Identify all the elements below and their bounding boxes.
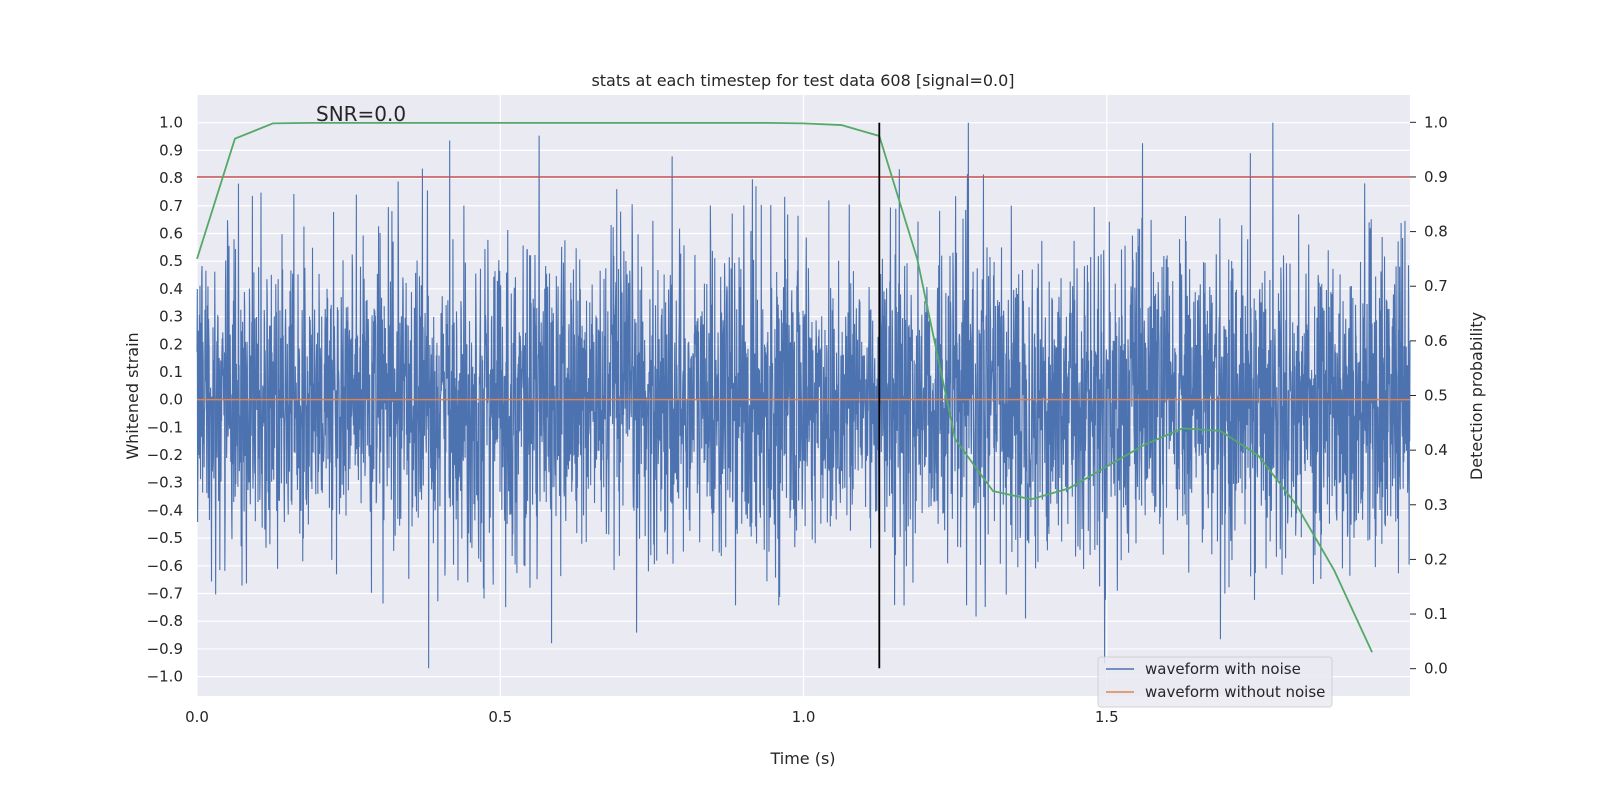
y2-tick-label: 0.4: [1424, 441, 1448, 459]
y-tick-label: −0.4: [147, 501, 183, 519]
noise-waveform-line: [196, 122, 1411, 669]
y2-tick-label: 0.6: [1424, 332, 1448, 350]
x-tick-label: 0.5: [488, 708, 512, 726]
x-tick-label: 0.0: [185, 708, 209, 726]
x-axis-ticks: 0.0 0.5 1.0 1.5: [185, 708, 1119, 726]
x-tick-label: 1.0: [792, 708, 816, 726]
y-tick-label: −0.9: [147, 640, 183, 658]
y2-tick-label: 0.3: [1424, 496, 1448, 514]
y2-tick-label: 0.0: [1424, 660, 1448, 678]
y-tick-label: 0.9: [159, 141, 183, 159]
x-axis-label: Time (s): [769, 749, 835, 768]
y2-tick-label: 0.1: [1424, 605, 1448, 623]
series-waveform-with-noise: [196, 122, 1411, 669]
y2-tick-label: 0.9: [1424, 168, 1448, 186]
legend-entry-clean: waveform without noise: [1145, 683, 1325, 701]
probability-line: [196, 121, 1373, 653]
y2-axis-ticks: 1.0 0.9 0.8 0.7 0.6 0.5 0.4 0.3 0.2 0.1 0.0: [1410, 113, 1448, 678]
chart-title: stats at each timestep for test data 608…: [591, 71, 1014, 90]
y-tick-label: −0.1: [147, 418, 183, 436]
x-tick-label: 1.5: [1095, 708, 1119, 726]
y-tick-label: 0.1: [159, 363, 183, 381]
y-tick-label: −0.7: [147, 585, 183, 603]
y-tick-label: 0.8: [159, 169, 183, 187]
y2-tick-label: 0.7: [1424, 277, 1448, 295]
y-tick-label: 0.4: [159, 280, 183, 298]
y-tick-label: −0.2: [147, 446, 183, 464]
y-tick-label: 0.3: [159, 308, 183, 326]
y-axis-label: Whitened strain: [123, 332, 142, 459]
y-tick-label: −1.0: [147, 668, 183, 686]
y-tick-label: 0.0: [159, 391, 183, 409]
legend-entry-noise: waveform with noise: [1145, 660, 1301, 678]
y-tick-label: −0.8: [147, 612, 183, 630]
y-tick-label: 0.7: [159, 197, 183, 215]
y2-tick-label: 0.8: [1424, 223, 1448, 241]
y-tick-label: −0.6: [147, 557, 183, 575]
legend-box: [1097, 656, 1333, 708]
snr-annotation: SNR=0.0: [316, 102, 406, 126]
y-tick-label: −0.5: [147, 529, 183, 547]
y2-axis-label: Detection probability: [1467, 312, 1486, 480]
y2-tick-label: 0.5: [1424, 387, 1448, 405]
y-tick-label: 0.6: [159, 224, 183, 242]
y-tick-label: 1.0: [159, 114, 183, 132]
y2-tick-label: 0.2: [1424, 550, 1448, 568]
y-tick-label: 0.2: [159, 335, 183, 353]
y-tick-label: −0.3: [147, 474, 183, 492]
y-tick-label: 0.5: [159, 252, 183, 270]
series-detection-probability: [196, 121, 1373, 653]
y2-tick-label: 1.0: [1424, 113, 1448, 131]
legend: waveform with noise waveform without noi…: [1097, 656, 1333, 708]
y-axis-ticks: 1.0 0.9 0.8 0.7 0.6 0.5 0.4 0.3 0.2 0.1 0.0 −0.1 −0.…: [147, 114, 183, 686]
